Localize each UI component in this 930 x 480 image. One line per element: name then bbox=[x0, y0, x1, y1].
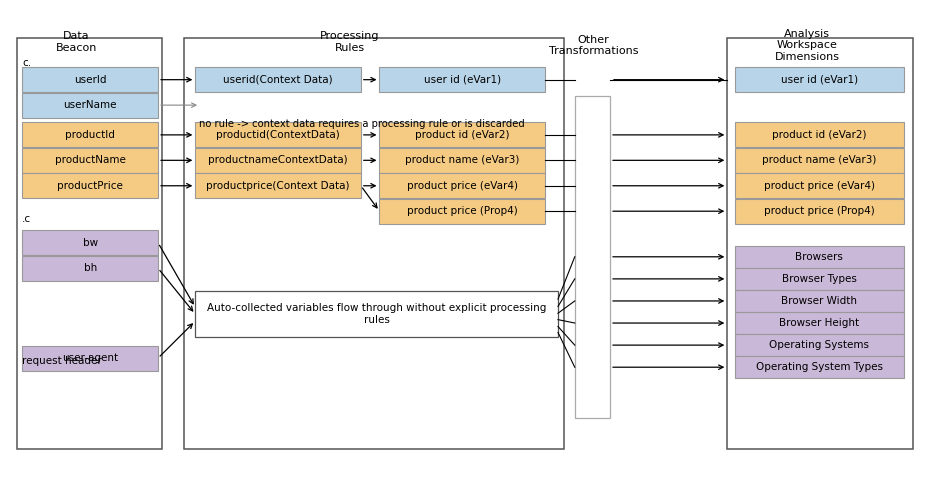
Bar bbox=[727, 38, 913, 449]
FancyBboxPatch shape bbox=[735, 356, 904, 378]
FancyBboxPatch shape bbox=[735, 268, 904, 290]
Text: request header: request header bbox=[22, 356, 102, 366]
FancyBboxPatch shape bbox=[22, 67, 158, 92]
FancyBboxPatch shape bbox=[379, 67, 545, 92]
FancyBboxPatch shape bbox=[22, 346, 158, 371]
Text: product price (eVar4): product price (eVar4) bbox=[764, 181, 875, 191]
Text: bh: bh bbox=[84, 264, 97, 273]
Text: Operating Systems: Operating Systems bbox=[769, 340, 870, 350]
Text: product price (Prop4): product price (Prop4) bbox=[764, 206, 875, 216]
Text: Processing
Rules: Processing Rules bbox=[320, 31, 379, 53]
FancyBboxPatch shape bbox=[22, 230, 158, 255]
Text: userid(Context Data): userid(Context Data) bbox=[223, 75, 333, 84]
Text: userId: userId bbox=[74, 75, 106, 84]
FancyBboxPatch shape bbox=[379, 173, 545, 198]
Text: Browser Types: Browser Types bbox=[782, 274, 857, 284]
Text: no rule -> context data requires a processing rule or is discarded: no rule -> context data requires a proce… bbox=[199, 119, 525, 129]
FancyBboxPatch shape bbox=[195, 67, 361, 92]
FancyBboxPatch shape bbox=[379, 148, 545, 173]
Text: Data
Beacon: Data Beacon bbox=[56, 31, 97, 53]
Text: productId: productId bbox=[65, 130, 115, 140]
Bar bbox=[575, 96, 610, 418]
FancyBboxPatch shape bbox=[735, 290, 904, 312]
Text: product name (eVar3): product name (eVar3) bbox=[405, 156, 519, 165]
Text: product price (eVar4): product price (eVar4) bbox=[406, 181, 518, 191]
Bar bbox=[184, 38, 564, 449]
FancyBboxPatch shape bbox=[195, 173, 361, 198]
Text: product name (eVar3): product name (eVar3) bbox=[763, 156, 876, 165]
Text: bw: bw bbox=[83, 238, 98, 248]
Text: user-agent: user-agent bbox=[62, 353, 118, 363]
FancyBboxPatch shape bbox=[735, 67, 904, 92]
FancyBboxPatch shape bbox=[735, 312, 904, 334]
Bar bbox=[195, 291, 558, 337]
FancyBboxPatch shape bbox=[735, 334, 904, 356]
Text: productid(ContextData): productid(ContextData) bbox=[216, 130, 340, 140]
Text: product price (Prop4): product price (Prop4) bbox=[406, 206, 518, 216]
FancyBboxPatch shape bbox=[22, 256, 158, 281]
Text: Browser Height: Browser Height bbox=[779, 318, 859, 328]
Text: c.: c. bbox=[22, 59, 32, 68]
FancyBboxPatch shape bbox=[735, 173, 904, 198]
FancyBboxPatch shape bbox=[22, 122, 158, 147]
Text: user id (eVar1): user id (eVar1) bbox=[781, 75, 857, 84]
Text: productnameContextData): productnameContextData) bbox=[208, 156, 348, 165]
Text: Analysis
Workspace
Dimensions: Analysis Workspace Dimensions bbox=[775, 29, 840, 62]
Text: Auto-collected variables flow through without explicit processing
rules: Auto-collected variables flow through wi… bbox=[207, 303, 546, 325]
Text: productprice(Context Data): productprice(Context Data) bbox=[206, 181, 350, 191]
FancyBboxPatch shape bbox=[195, 122, 361, 147]
Text: Browsers: Browsers bbox=[795, 252, 844, 262]
Text: user id (eVar1): user id (eVar1) bbox=[424, 75, 500, 84]
FancyBboxPatch shape bbox=[379, 199, 545, 224]
Text: userName: userName bbox=[63, 100, 117, 110]
Text: product id (eVar2): product id (eVar2) bbox=[415, 130, 510, 140]
FancyBboxPatch shape bbox=[735, 246, 904, 268]
Text: Other
Transformations: Other Transformations bbox=[549, 35, 638, 56]
FancyBboxPatch shape bbox=[22, 93, 158, 118]
FancyBboxPatch shape bbox=[379, 122, 545, 147]
FancyBboxPatch shape bbox=[22, 173, 158, 198]
FancyBboxPatch shape bbox=[195, 148, 361, 173]
Bar bbox=[17, 38, 162, 449]
Text: productPrice: productPrice bbox=[58, 181, 123, 191]
Text: .c: .c bbox=[22, 215, 32, 224]
Text: Operating System Types: Operating System Types bbox=[756, 362, 883, 372]
FancyBboxPatch shape bbox=[22, 148, 158, 173]
FancyBboxPatch shape bbox=[735, 148, 904, 173]
Text: Browser Width: Browser Width bbox=[781, 296, 857, 306]
Text: product id (eVar2): product id (eVar2) bbox=[772, 130, 867, 140]
FancyBboxPatch shape bbox=[735, 199, 904, 224]
FancyBboxPatch shape bbox=[735, 122, 904, 147]
Text: productName: productName bbox=[55, 156, 126, 165]
